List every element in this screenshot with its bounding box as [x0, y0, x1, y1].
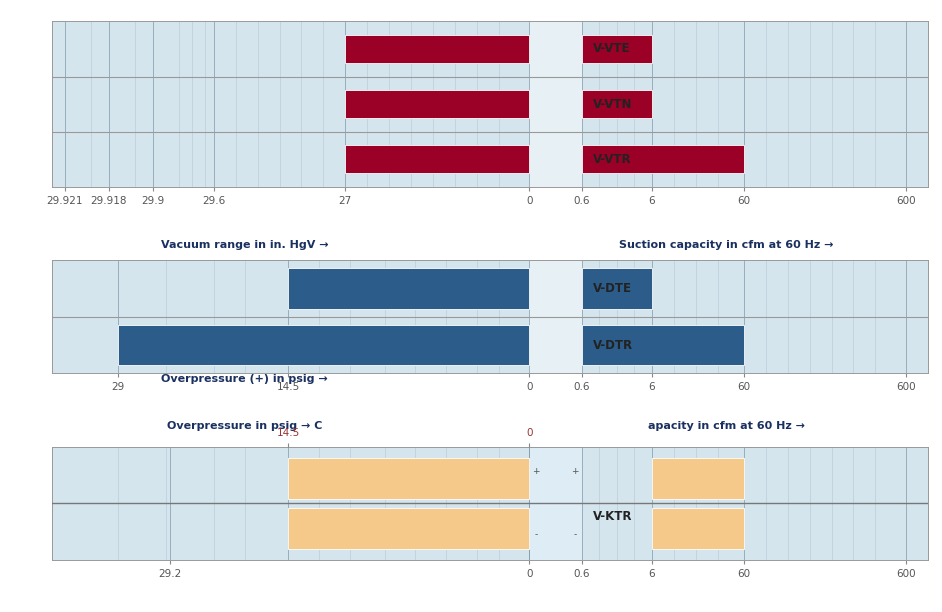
- Bar: [288, 508, 529, 548]
- Text: V-VTR: V-VTR: [593, 152, 632, 166]
- Bar: [346, 145, 529, 173]
- Text: V-VTE: V-VTE: [593, 42, 631, 56]
- Bar: [582, 35, 652, 63]
- Text: Overpressure in psig → C: Overpressure in psig → C: [167, 421, 322, 431]
- Text: V-KTR: V-KTR: [593, 510, 633, 523]
- Bar: [118, 324, 529, 365]
- Bar: [652, 458, 744, 499]
- Bar: [582, 145, 744, 173]
- Bar: [288, 458, 529, 499]
- Bar: [346, 35, 529, 63]
- Bar: [529, 260, 582, 373]
- Bar: [582, 90, 652, 118]
- Bar: [529, 21, 582, 187]
- Text: +: +: [532, 467, 540, 476]
- Text: Overpressure (+) in psig →: Overpressure (+) in psig →: [161, 375, 328, 384]
- Bar: [346, 90, 529, 118]
- Text: Suction capacity in cfm at 60 Hz →: Suction capacity in cfm at 60 Hz →: [619, 239, 834, 250]
- Text: V-DTR: V-DTR: [593, 338, 633, 351]
- Text: -: -: [535, 531, 538, 540]
- Text: V-VTN: V-VTN: [593, 97, 633, 111]
- Bar: [582, 268, 652, 309]
- Text: +: +: [571, 467, 578, 476]
- Bar: [582, 324, 744, 365]
- Text: -: -: [573, 531, 577, 540]
- Bar: [529, 447, 582, 560]
- Text: Vacuum range in in. HgV →: Vacuum range in in. HgV →: [161, 239, 329, 250]
- Bar: [288, 268, 529, 309]
- Text: apacity in cfm at 60 Hz →: apacity in cfm at 60 Hz →: [648, 421, 804, 431]
- Bar: [652, 508, 744, 548]
- Text: V-DTE: V-DTE: [593, 282, 632, 295]
